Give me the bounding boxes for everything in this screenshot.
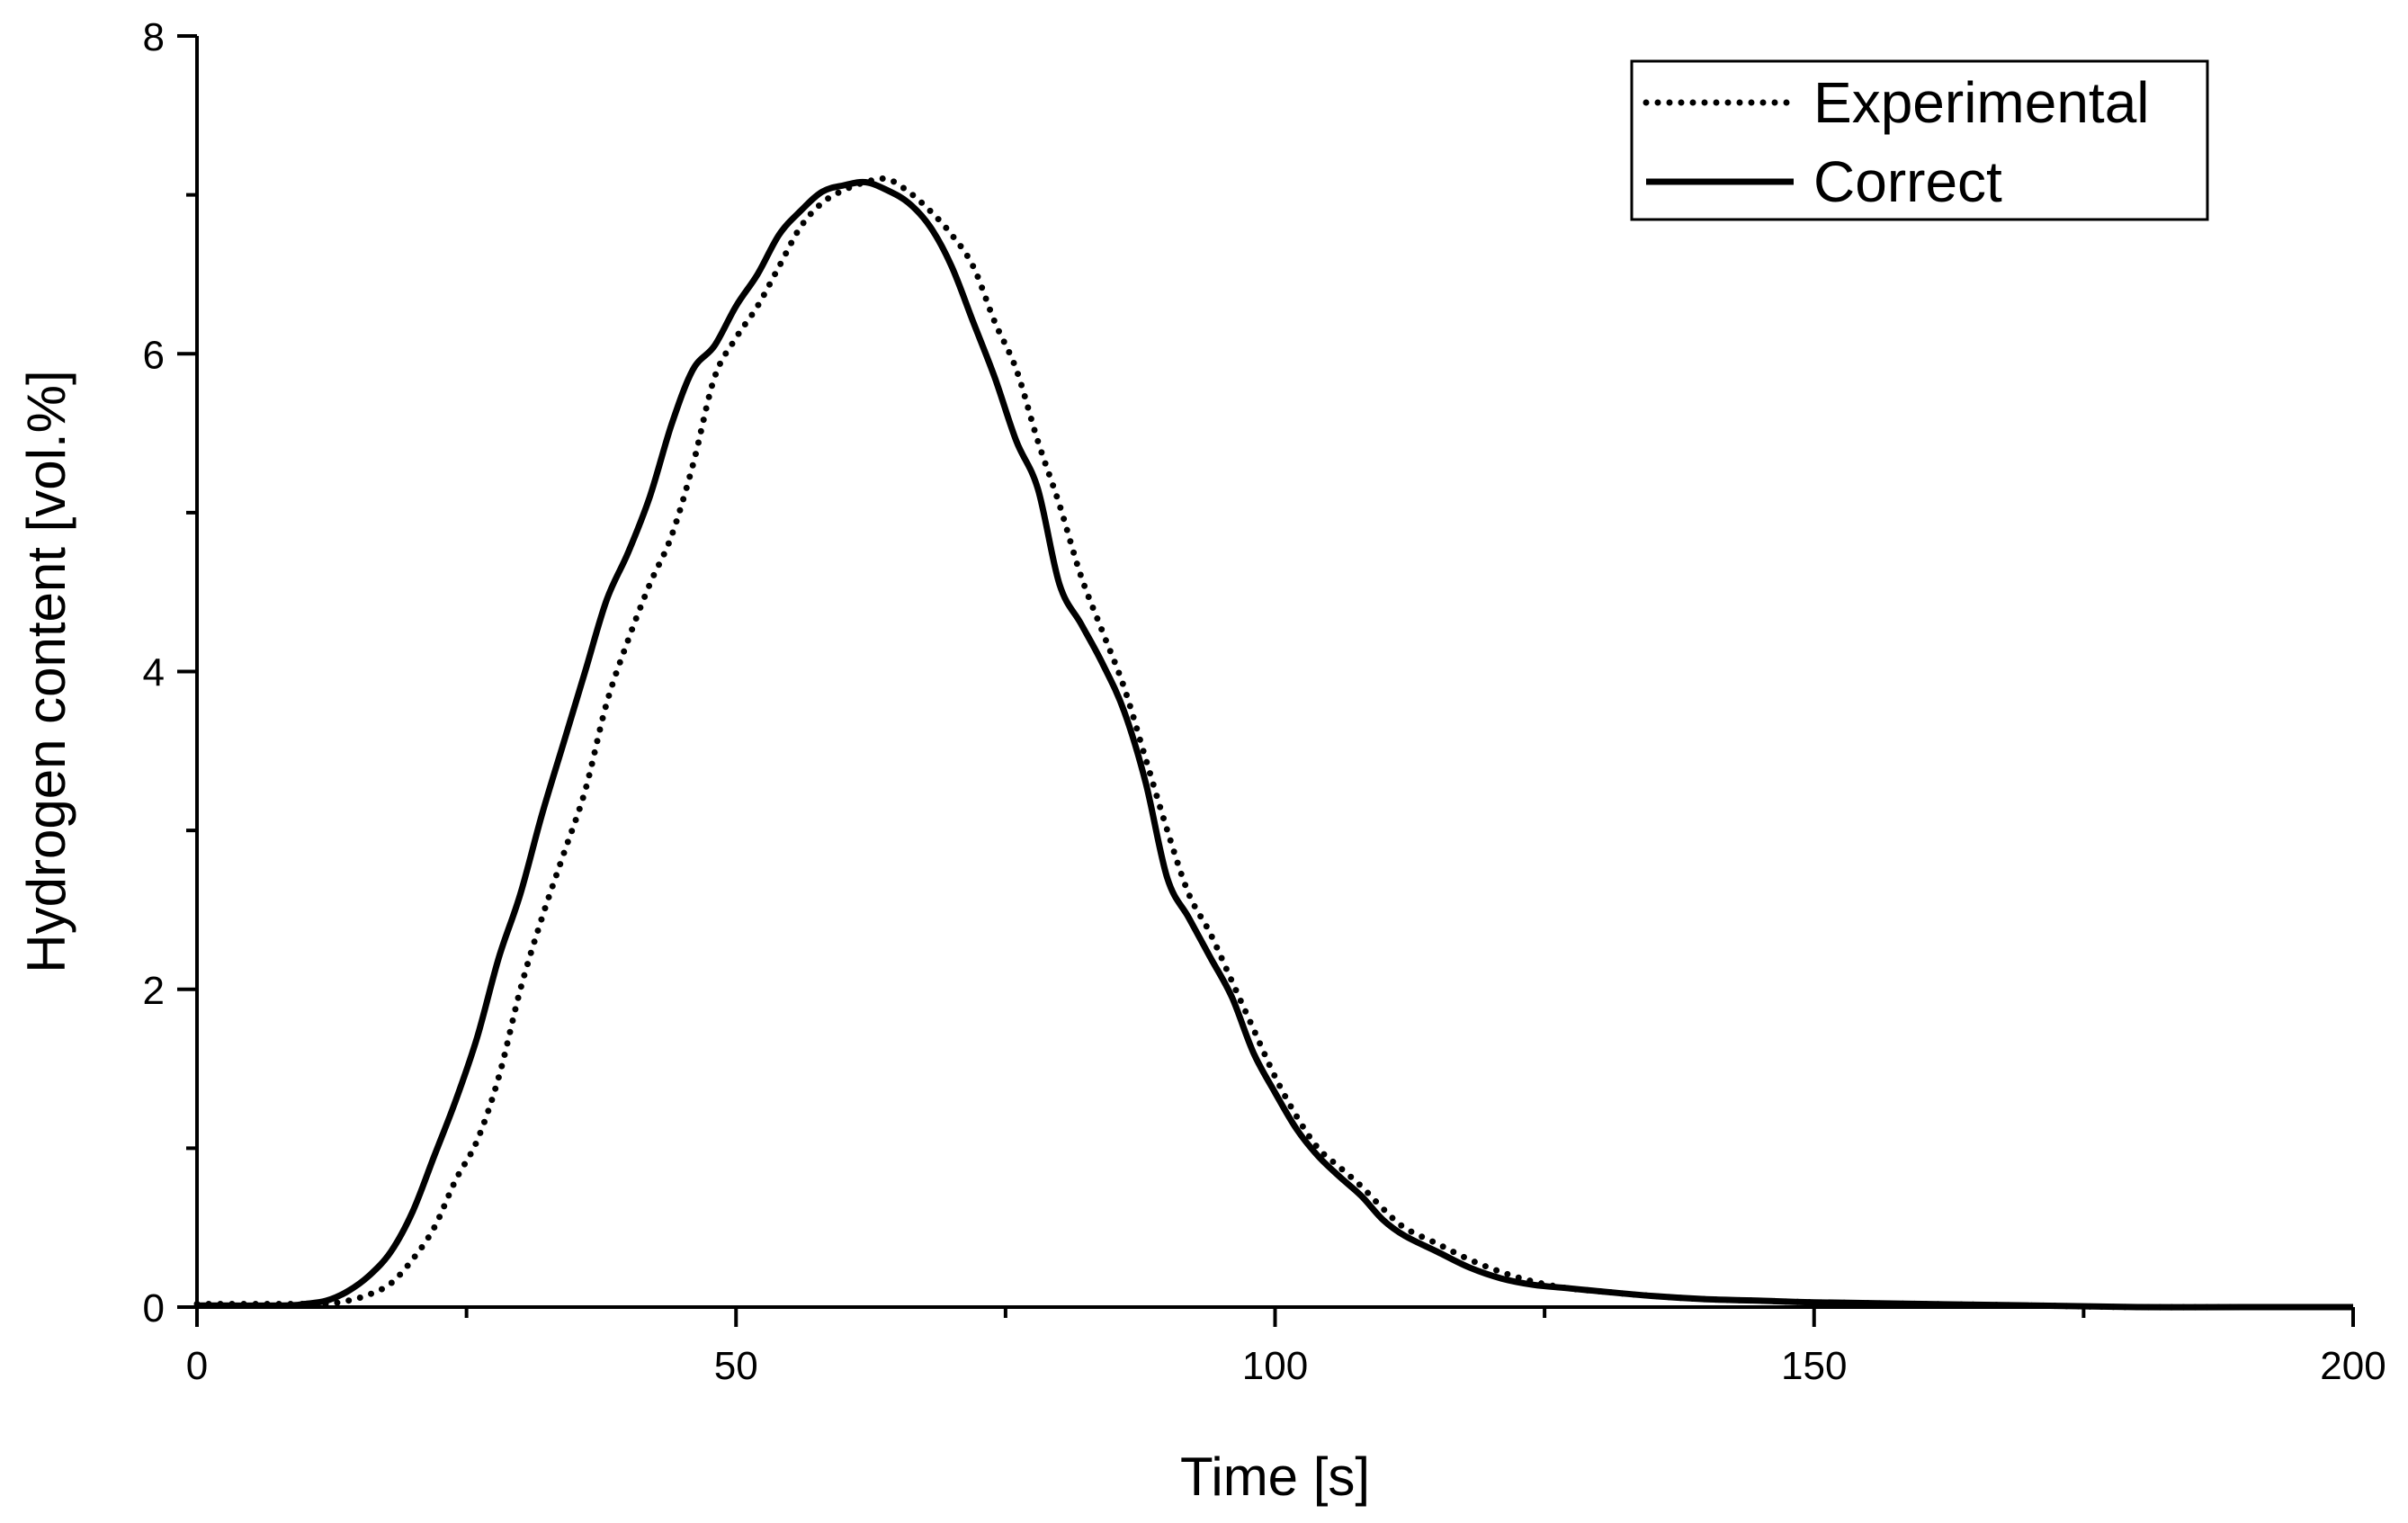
y-tick-label: 2: [143, 969, 165, 1013]
legend-label-experimental: Experimental: [1813, 70, 2150, 135]
series-line-correct: [196, 178, 2353, 1311]
x-tick-label: 200: [2320, 1344, 2386, 1388]
y-tick-label: 6: [143, 333, 165, 377]
y-axis-label: Hydrogen content [vol.%]: [16, 370, 76, 972]
x-tick-label: 0: [186, 1344, 208, 1388]
series-line-experimental: [193, 175, 2357, 1311]
x-axis-label: Time [s]: [1180, 1447, 1370, 1507]
legend-label-correct: Correct: [1813, 149, 2002, 214]
y-tick-label: 4: [143, 651, 165, 695]
x-tick-label: 150: [1781, 1344, 1847, 1388]
y-tick-label: 8: [143, 15, 165, 59]
y-tick-label: 0: [143, 1286, 165, 1330]
x-tick-label: 50: [714, 1344, 758, 1388]
legend-box: [1630, 59, 2209, 221]
x-tick-label: 100: [1242, 1344, 1308, 1388]
